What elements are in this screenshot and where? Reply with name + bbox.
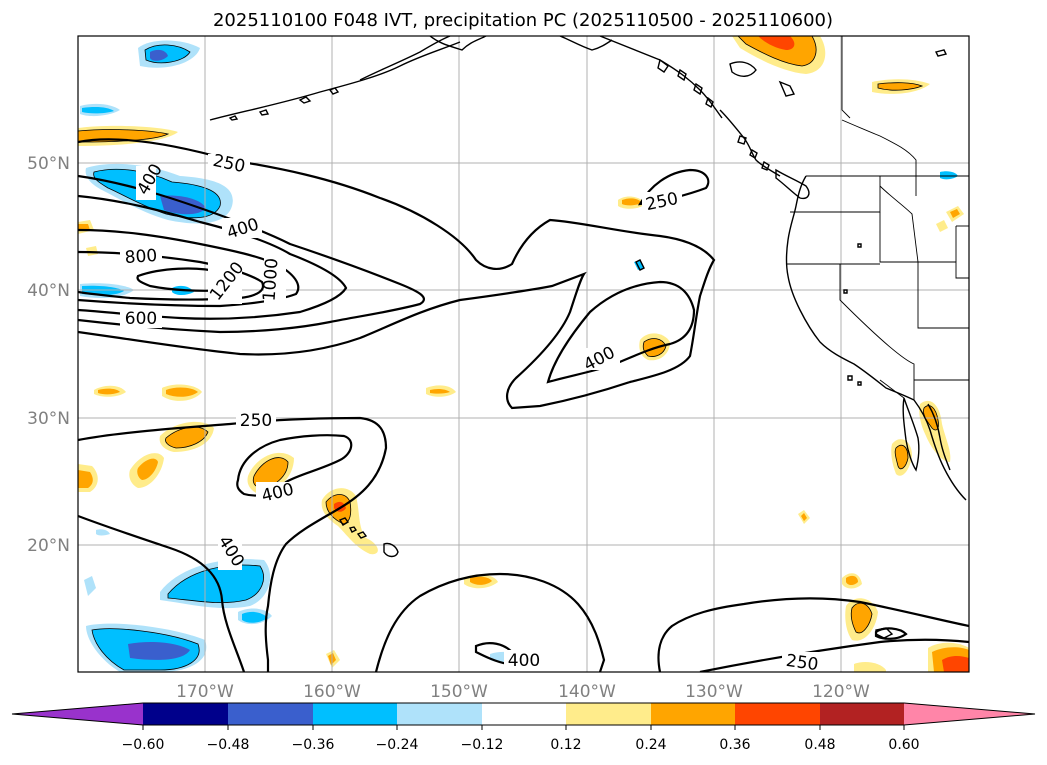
ivt-contour-250-sw — [78, 514, 246, 672]
precip-negative-patch — [150, 49, 168, 61]
colorbar-segment — [820, 703, 904, 725]
colorbar-tick-label: 0.60 — [888, 737, 919, 753]
colorbar-segment — [228, 703, 313, 725]
lon-tick-label: 130°W — [685, 682, 743, 702]
precip-positive-patch — [78, 470, 93, 488]
precip-negative-patch — [128, 642, 190, 660]
precip-positive-patch — [137, 458, 158, 480]
precip-negative-patch — [160, 195, 206, 215]
colorbar-ticks — [142, 725, 905, 730]
political-borders — [786, 36, 969, 400]
lat-tick-label: 50°N — [27, 154, 70, 174]
precip-positive-patch — [430, 388, 450, 394]
colorbar-segment — [143, 703, 228, 725]
ivt-contour-250-se — [374, 572, 606, 672]
colorbar-tick-label: 0.24 — [635, 737, 666, 753]
precip-negative-patch — [940, 171, 958, 180]
precip-negative-patch — [84, 576, 96, 596]
contour-label: 250 — [785, 651, 820, 675]
precip-positive-patch — [936, 220, 948, 232]
ivt-contour-small-ring — [874, 627, 908, 640]
precip-positive-patch — [622, 198, 642, 206]
precip-positive-patch — [942, 656, 969, 672]
precip-positive-patch — [801, 513, 807, 521]
ivt-contour-250-south — [78, 416, 388, 672]
contour-label: 1000 — [260, 257, 283, 302]
colorbar-tick-label: −0.48 — [207, 737, 250, 753]
ivt-contour-800 — [78, 228, 300, 308]
ivt-contour-250-east — [657, 597, 969, 672]
contour-label: 800 — [124, 246, 158, 268]
precip-negative-patch — [82, 107, 114, 114]
precip-positive-patch — [253, 457, 288, 488]
precip-positive-patch — [738, 36, 817, 66]
contour-label: 600 — [125, 309, 157, 329]
colorbar-segment — [313, 703, 397, 725]
lon-tick-label: 120°W — [812, 682, 870, 702]
lat-tick-label: 20°N — [27, 536, 70, 556]
precip-positive-patch — [86, 246, 98, 256]
contour-label: 400 — [508, 651, 540, 671]
coastlines — [209, 36, 967, 639]
longitude-axis-labels: 170°W 160°W 150°W 140°W 130°W 120°W — [176, 682, 870, 702]
colorbar-tick-label: 0.12 — [550, 737, 581, 753]
colorbar-extend-high — [904, 703, 1035, 725]
map-panel: 250 250 250 250 400 400 400 400 400 400 … — [78, 36, 969, 675]
lat-tick-label: 40°N — [27, 281, 70, 301]
figure-title: 2025110100 F048 IVT, precipitation PC (2… — [213, 10, 833, 31]
colorbar-tick-label: 0.36 — [719, 737, 750, 753]
lon-tick-label: 160°W — [303, 682, 361, 702]
colorbar-tick-label: −0.60 — [122, 737, 165, 753]
ivt-contour-600 — [78, 194, 348, 320]
precip-positive-patch — [470, 576, 492, 585]
ivt-contours — [78, 138, 969, 672]
ivt-contour-400-north — [78, 174, 426, 334]
precip-positive-patch — [878, 82, 922, 91]
precip-positive-patch — [851, 603, 872, 633]
colorbar-segment — [651, 703, 735, 725]
map-frame — [77, 35, 970, 673]
contour-label: 250 — [240, 411, 272, 431]
colorbar-tick-label: −0.36 — [292, 737, 335, 753]
precip-positive-patch — [846, 575, 858, 585]
precip-positive-patch — [854, 662, 886, 672]
colorbar-segment — [735, 703, 820, 725]
precip-positive-patch — [950, 209, 960, 218]
colorbar-segment — [566, 703, 651, 725]
precipitation-shading — [78, 36, 969, 672]
colorbar-segment — [397, 703, 482, 725]
colorbar-segment — [482, 703, 566, 725]
ivt-contour-250-north — [78, 138, 716, 410]
colorbar-tick-label: −0.24 — [376, 737, 419, 753]
precip-positive-patch — [895, 445, 908, 469]
ivt-contour-400-mid — [236, 434, 353, 497]
lon-tick-label: 140°W — [558, 682, 616, 702]
colorbar-extend-low — [12, 703, 143, 725]
ivt-contour-1000 — [78, 250, 265, 301]
precip-negative-patch — [168, 565, 264, 603]
lat-tick-label: 30°N — [27, 409, 70, 429]
precip-positive-patch — [98, 388, 120, 395]
precip-positive-patch — [758, 36, 795, 50]
ivt-contour-250-east-lower — [699, 638, 969, 672]
lon-tick-label: 150°W — [430, 682, 488, 702]
precip-negative-patch — [242, 611, 268, 623]
colorbar-tick-label: −0.12 — [461, 737, 504, 753]
latitude-axis-labels: 20°N 30°N 40°N 50°N — [27, 154, 70, 556]
precip-negative-patch — [96, 529, 110, 536]
lon-tick-label: 170°W — [176, 682, 234, 702]
precip-positive-patch — [166, 387, 198, 397]
colorbar-tick-label: 0.48 — [804, 737, 835, 753]
colorbar: −0.60 −0.48 −0.36 −0.24 −0.12 0.12 0.24 … — [11, 702, 1036, 753]
